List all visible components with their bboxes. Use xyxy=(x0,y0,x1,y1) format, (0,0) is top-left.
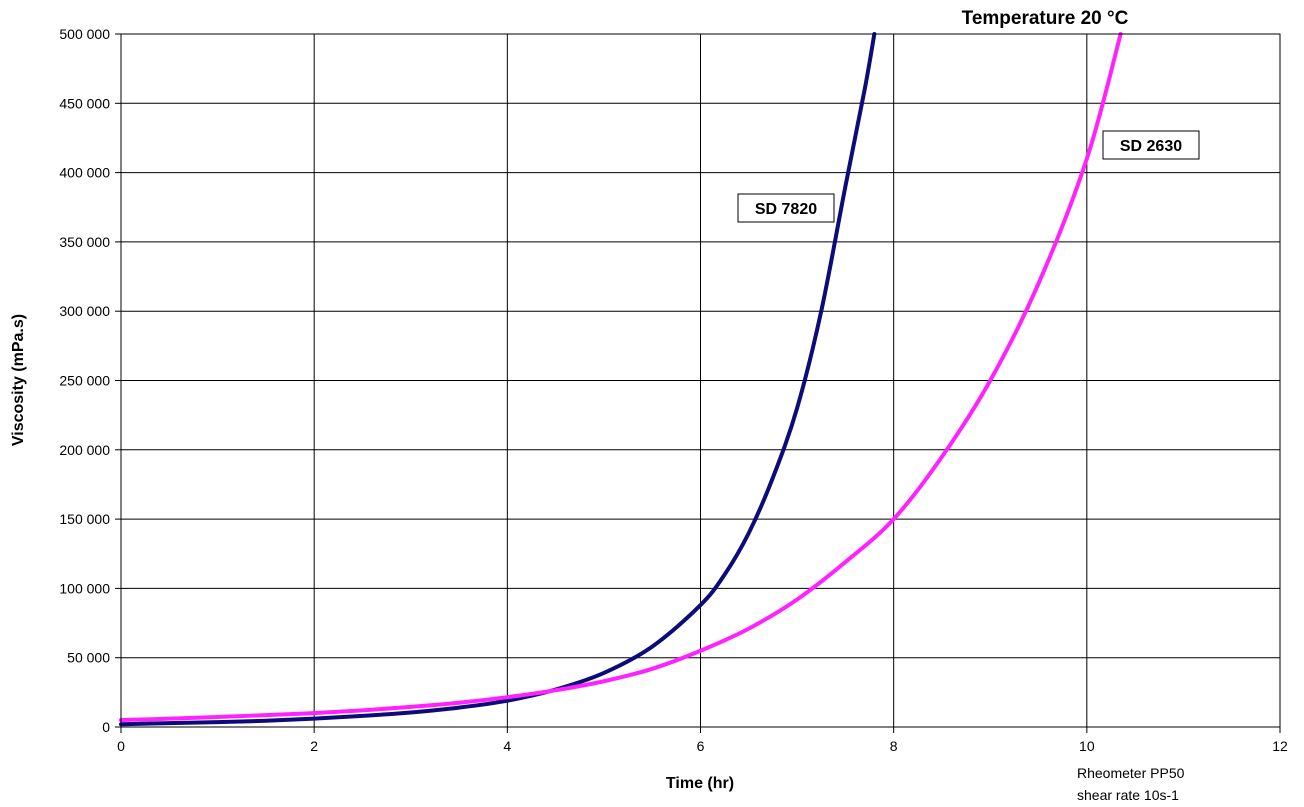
chart-title: Temperature 20 °C xyxy=(962,8,1129,29)
y-tick-label: 150 000 xyxy=(59,511,110,527)
y-tick-label: 350 000 xyxy=(59,234,110,250)
y-tick-label: 300 000 xyxy=(59,303,110,319)
x-axis-title: Time (hr) xyxy=(666,775,734,792)
x-tick-label: 6 xyxy=(697,738,705,754)
series-lines xyxy=(119,32,1123,727)
x-tick-label: 4 xyxy=(503,738,511,754)
x-tick-label: 8 xyxy=(890,738,898,754)
y-tick-label: 450 000 xyxy=(59,95,110,111)
y-tick-label: 50 000 xyxy=(67,650,110,666)
series-line-sd2630 xyxy=(119,32,1123,723)
y-tick-label: 200 000 xyxy=(59,442,110,458)
shear-rate-note: shear rate 10s-1 xyxy=(1077,787,1179,803)
y-tick-label: 0 xyxy=(102,719,110,735)
rheometer-note: Rheometer PP50 xyxy=(1077,765,1185,781)
series-label-sd7820: SD 7820 xyxy=(737,193,835,223)
x-tick-label: 0 xyxy=(117,738,125,754)
series-label-sd2630-text: SD 2630 xyxy=(1120,138,1182,155)
series-label-sd2630: SD 2630 xyxy=(1102,130,1200,160)
series-line-sd7820 xyxy=(119,32,877,727)
x-tick-label: 10 xyxy=(1079,738,1095,754)
y-tick-label: 250 000 xyxy=(59,373,110,389)
y-axis-ticks: 0 50 000 100 000 150 000 200 000 250 000 300 0… xyxy=(59,26,121,735)
x-tick-label: 2 xyxy=(310,738,318,754)
x-axis-ticks: 0 2 4 6 8 10 12 xyxy=(117,727,1288,754)
y-axis-title: Viscosity (mPa.s) xyxy=(10,314,27,446)
series-label-sd7820-text: SD 7820 xyxy=(755,201,817,218)
y-tick-label: 100 000 xyxy=(59,580,110,596)
y-tick-label: 400 000 xyxy=(59,165,110,181)
x-tick-label: 12 xyxy=(1272,738,1288,754)
y-tick-label: 500 000 xyxy=(59,26,110,42)
